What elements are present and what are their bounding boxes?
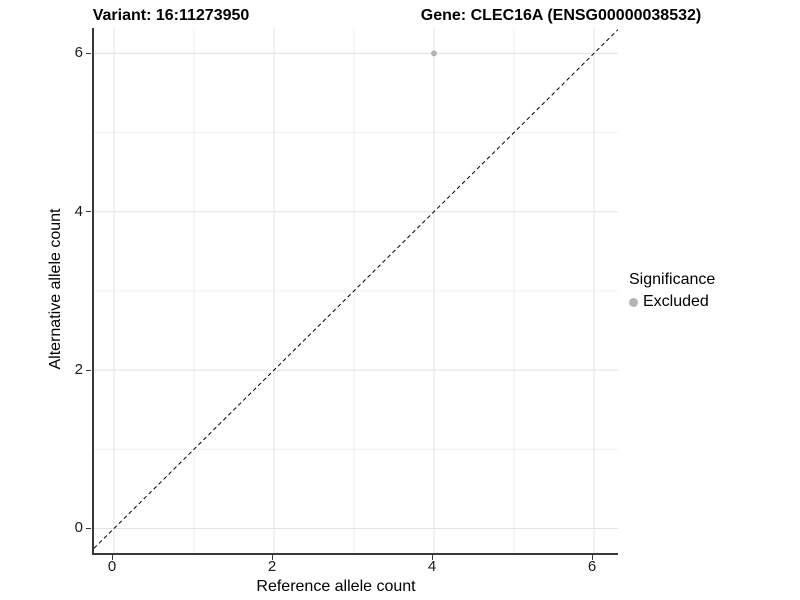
plot-canvas bbox=[94, 28, 618, 553]
y-tick-label: 4 bbox=[74, 202, 83, 220]
y-tick-label: 2 bbox=[74, 361, 83, 379]
y-tick-label: 0 bbox=[74, 519, 83, 537]
x-tick-label: 2 bbox=[267, 558, 277, 575]
x-tick-label: 6 bbox=[587, 558, 597, 575]
legend-key-dot-icon bbox=[629, 297, 638, 307]
plot-panel bbox=[92, 28, 618, 555]
x-tick-label: 0 bbox=[107, 558, 117, 575]
y-tick-mark bbox=[86, 211, 91, 213]
y-tick-mark bbox=[86, 527, 91, 529]
x-tick-mark bbox=[271, 555, 273, 560]
data-point bbox=[431, 50, 437, 57]
legend-item: Excluded bbox=[629, 293, 715, 311]
x-tick-mark bbox=[591, 555, 593, 560]
x-tick-label: 4 bbox=[427, 558, 437, 575]
legend-title: Significance bbox=[629, 271, 716, 288]
legend-items: Excluded bbox=[629, 293, 715, 311]
y-axis-title: Alternative allele count bbox=[47, 208, 64, 370]
legend: Significance Excluded bbox=[629, 271, 715, 311]
y-tick-mark bbox=[86, 369, 91, 371]
y-tick-label: 6 bbox=[74, 44, 83, 62]
x-axis-title: Reference allele count bbox=[256, 578, 416, 595]
x-tick-mark bbox=[431, 555, 433, 560]
plot-title-variant: Variant: 16:11273950 bbox=[92, 7, 250, 24]
y-tick-mark bbox=[86, 52, 91, 54]
plot-title-gene: Gene: CLEC16A (ENSG00000038532) bbox=[420, 7, 702, 24]
identity-reference-line bbox=[94, 29, 618, 549]
legend-item-label: Excluded bbox=[643, 293, 709, 310]
x-tick-mark bbox=[111, 555, 113, 560]
